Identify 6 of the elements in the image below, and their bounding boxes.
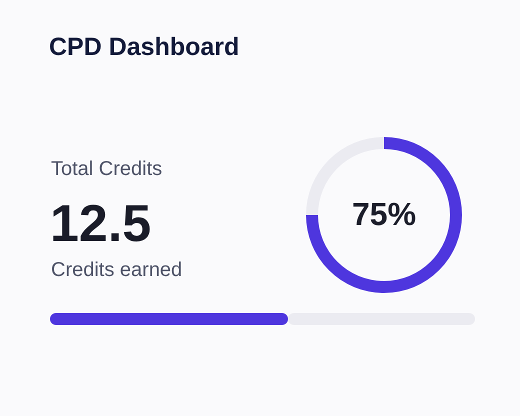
text: Total Credits (51, 158, 162, 180)
text: Credits earned (51, 259, 182, 281)
text: 12.5 (50, 195, 152, 253)
donut-slice (306, 137, 462, 293)
text: CPD Dashboard (49, 33, 240, 61)
text: 75% (352, 196, 416, 232)
